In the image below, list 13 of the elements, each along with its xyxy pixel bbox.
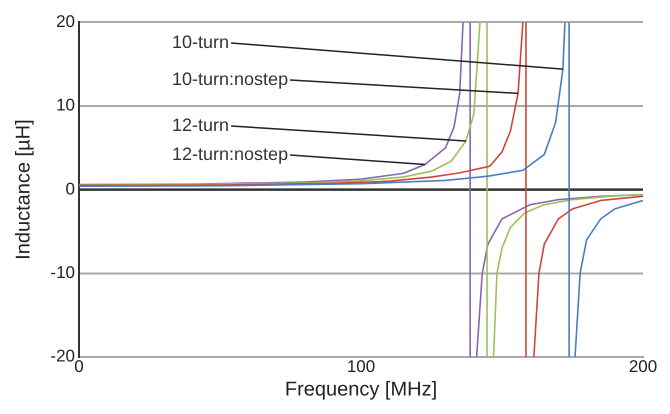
x-tick-label: 200 [628, 356, 658, 376]
y-tick-label: 20 [56, 12, 75, 31]
y-tick-label: 0 [66, 179, 75, 198]
series-label: 12-turn:nostep [172, 144, 288, 164]
text: 10-turn:nostep [172, 68, 288, 89]
text: 10-turn [172, 32, 230, 52]
y-tick-label: 10 [56, 96, 75, 115]
text: 12-turn [172, 114, 230, 135]
x-axis-title: Frequency [MHz] [284, 378, 438, 401]
y-axis-title: Inductance [µH] [12, 119, 35, 260]
x-tick-label: 100 [346, 356, 376, 376]
y-tick-label: -10 [50, 262, 75, 282]
y-tick-label: -20 [50, 346, 75, 366]
